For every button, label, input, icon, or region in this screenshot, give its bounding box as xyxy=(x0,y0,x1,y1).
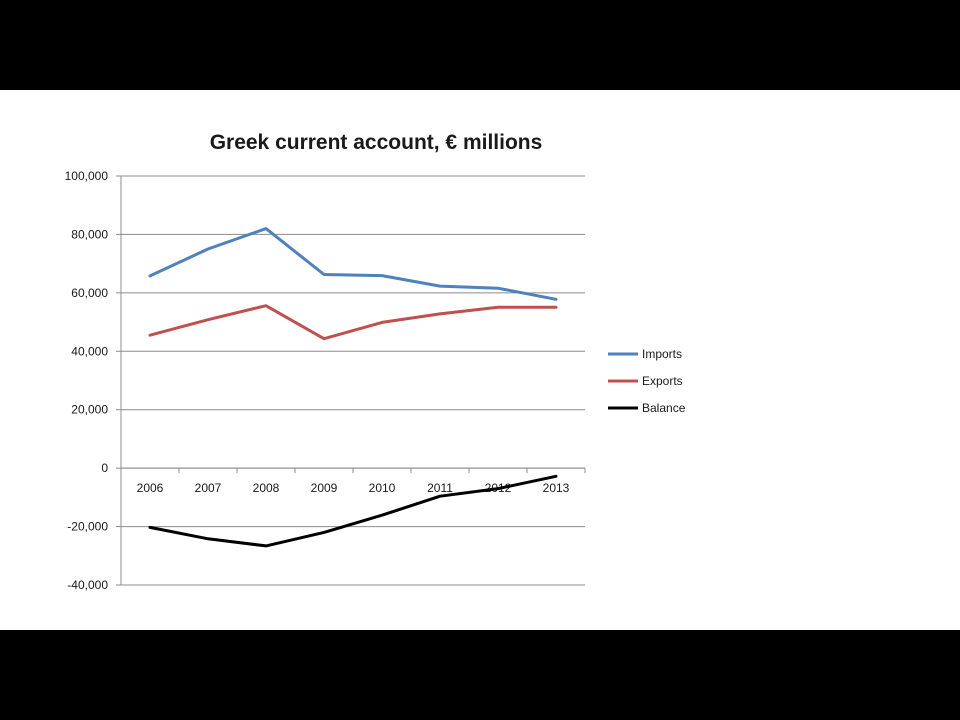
axes xyxy=(116,175,586,586)
x-tick-label: 2008 xyxy=(253,481,280,495)
x-tick-label: 2010 xyxy=(369,481,396,495)
legend: Imports Exports Balance xyxy=(608,347,686,415)
x-tick-labels: 2006 2007 2008 2009 2010 2011 2012 2013 xyxy=(137,481,570,495)
series-line-balance xyxy=(148,474,558,548)
y-tick-label: 60,000 xyxy=(71,286,108,300)
y-tick-label: 20,000 xyxy=(71,403,108,417)
gridlines xyxy=(121,175,585,586)
bottom-letterbox xyxy=(0,630,960,720)
x-tick-label: 2007 xyxy=(195,481,222,495)
y-tick-label: 80,000 xyxy=(71,227,108,241)
x-tick-label: 2006 xyxy=(137,481,164,495)
slide xyxy=(0,90,960,630)
legend-label-balance: Balance xyxy=(642,401,686,415)
series-line-imports xyxy=(148,227,558,301)
y-tick-label: 100,000 xyxy=(65,169,109,183)
x-tick-label: 2009 xyxy=(311,481,338,495)
y-tick-label: -20,000 xyxy=(67,520,108,534)
top-letterbox xyxy=(0,0,960,90)
series-line-exports xyxy=(148,304,558,341)
y-tick-label: 40,000 xyxy=(71,344,108,358)
x-tick-label: 2011 xyxy=(427,481,453,495)
legend-label-exports: Exports xyxy=(642,374,683,388)
series-lines xyxy=(148,227,558,548)
chart-title: Greek current account, € millions xyxy=(210,131,543,154)
y-tick-label: 0 xyxy=(101,461,108,475)
y-tick-labels: 100,000 80,000 60,000 40,000 20,000 0 -20,000 -… xyxy=(65,169,109,592)
y-tick-label: -40,000 xyxy=(67,578,108,592)
x-tick-label: 2013 xyxy=(543,481,570,495)
legend-label-imports: Imports xyxy=(642,347,682,361)
